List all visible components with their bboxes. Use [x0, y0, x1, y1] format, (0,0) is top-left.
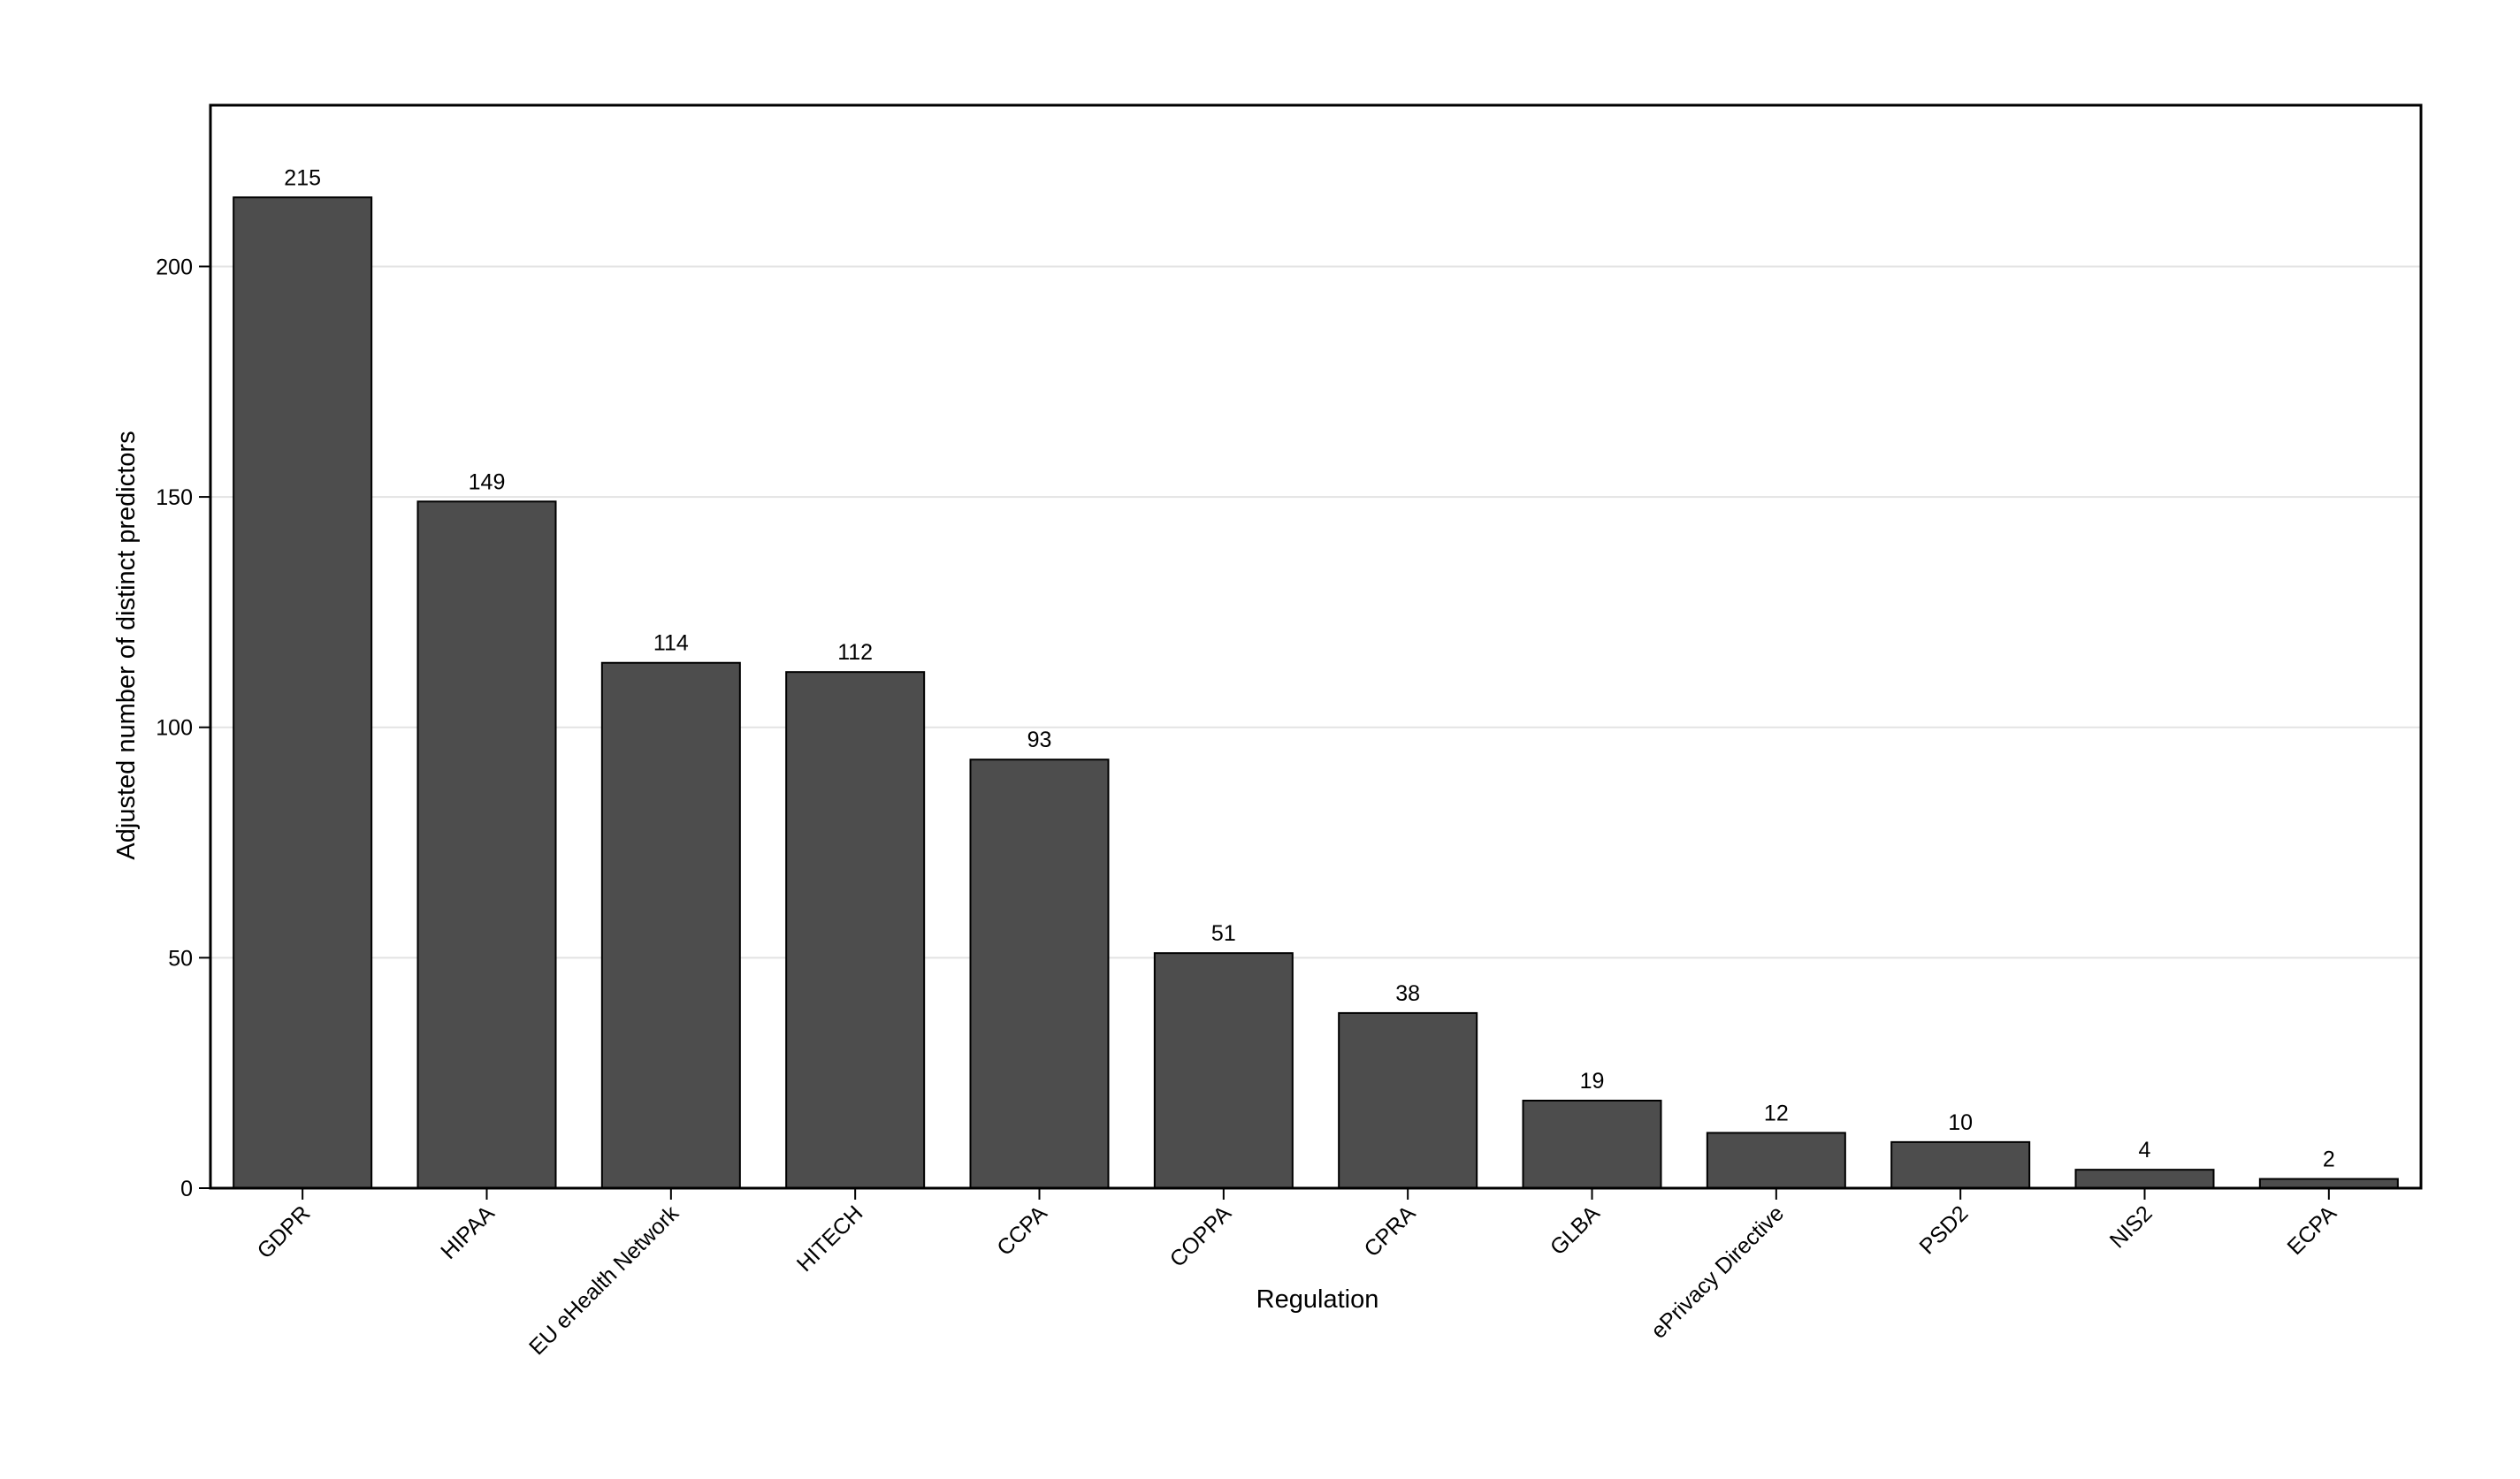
data-label: 10: [1948, 1110, 1973, 1135]
bar-psd2: [1890, 1140, 2031, 1189]
bar-glba: [1522, 1099, 1662, 1189]
data-labels: 215 149 114 112 93 51 38 19 12 10 4 2: [284, 165, 2334, 1171]
y-tick-label: 150: [156, 485, 193, 510]
bar-gdpr: [233, 196, 373, 1189]
x-tick-label: ePrivacy Directive: [1646, 1201, 1789, 1343]
x-tick-label: GDPR: [253, 1201, 316, 1263]
bar-eprivacy-directive: [1706, 1132, 1846, 1189]
data-label: 38: [1395, 981, 1420, 1006]
gridlines: [210, 265, 2421, 959]
x-tick-label: CCPA: [992, 1201, 1052, 1261]
data-label: 51: [1211, 921, 1236, 946]
x-axis-title: Regulation: [1256, 1285, 1379, 1314]
data-label: 149: [469, 469, 506, 494]
y-tick-label: 200: [156, 255, 193, 279]
x-tick-label: NIS2: [2105, 1201, 2157, 1253]
x-tick-label: GLBA: [1546, 1201, 1605, 1260]
y-tick-label: 100: [156, 716, 193, 741]
data-label: 2: [2323, 1147, 2335, 1172]
bar-eu-ehealth-network: [600, 661, 741, 1189]
data-label: 114: [653, 631, 689, 656]
bar-ccpa: [969, 759, 1110, 1189]
bars: [233, 196, 2399, 1190]
x-tick-label: COPPA: [1165, 1201, 1237, 1272]
x-tick-label: CPRA: [1359, 1201, 1420, 1262]
bar-hitech: [785, 671, 926, 1189]
plot-frame: [209, 103, 2423, 1190]
data-label: 215: [284, 165, 321, 190]
bar-coppa: [1153, 952, 1294, 1189]
bar-ecpa: [2258, 1178, 2399, 1189]
x-tick-label: HIPAA: [436, 1201, 500, 1264]
y-tick-label: 0: [180, 1177, 193, 1201]
data-label: 19: [1580, 1069, 1605, 1094]
bar-cpra: [1338, 1011, 1478, 1190]
data-label: 112: [837, 640, 873, 665]
y-tick-label: 50: [168, 946, 193, 971]
data-label: 4: [2139, 1138, 2151, 1163]
bar-hipaa: [416, 500, 557, 1189]
x-tick-label: ECPA: [2282, 1201, 2341, 1260]
data-label: 93: [1027, 728, 1052, 752]
x-tick-label: EU eHealth Network: [524, 1201, 683, 1360]
x-tick-label: HITECH: [792, 1201, 868, 1277]
bar-nis2: [2074, 1169, 2215, 1189]
x-tick-label: PSD2: [1914, 1201, 1973, 1259]
data-label: 12: [1764, 1101, 1789, 1125]
y-axis-title: Adjusted number of distinct predictors: [112, 431, 141, 859]
